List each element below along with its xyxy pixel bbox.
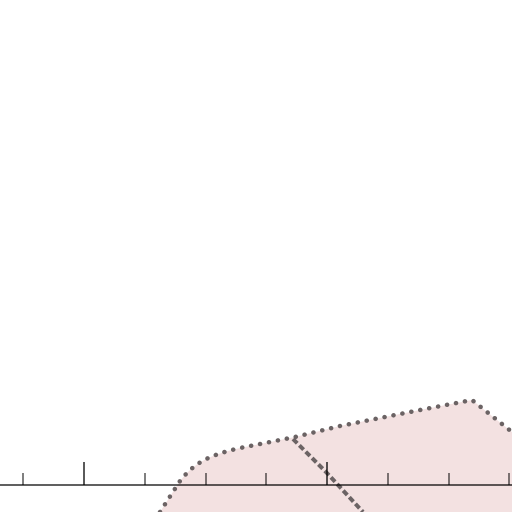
internal-boundary-dashed xyxy=(291,437,365,512)
scale-bar xyxy=(0,462,512,486)
shaded-region[interactable] xyxy=(160,400,512,512)
region-border-dotted xyxy=(157,397,512,512)
